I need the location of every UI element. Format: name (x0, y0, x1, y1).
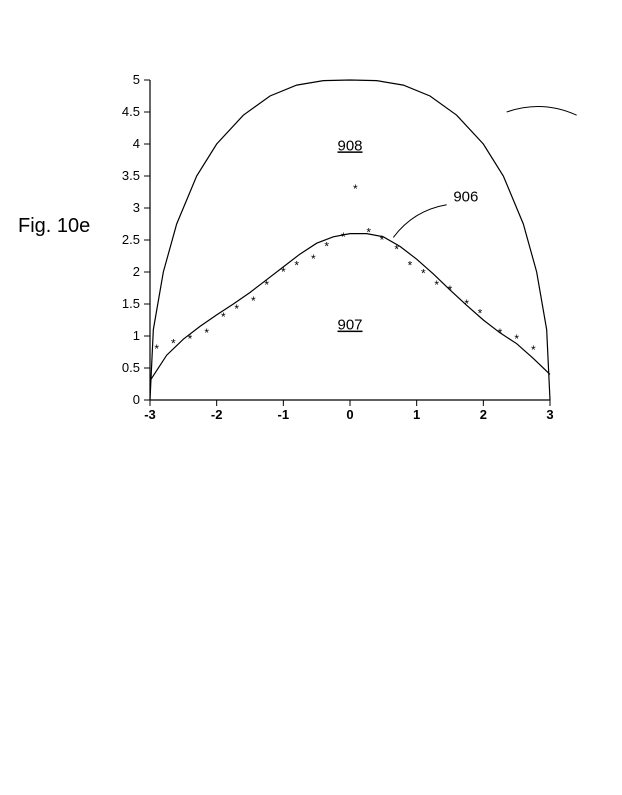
y-tick-label: 0.5 (122, 360, 140, 375)
x-tick-label: 3 (546, 407, 553, 422)
x-tick-label: -2 (211, 407, 223, 422)
y-tick-label: 3 (133, 200, 140, 215)
label-908: 908 (337, 137, 362, 154)
scatter-point: * (498, 326, 503, 340)
y-tick-label: 4.5 (122, 104, 140, 119)
y-tick-label: 3.5 (122, 168, 140, 183)
y-tick-label: 1.5 (122, 296, 140, 311)
scatter-point: * (434, 278, 439, 292)
scatter-point: * (188, 332, 193, 346)
x-tick-label: 1 (413, 407, 420, 422)
scatter-point: * (421, 266, 426, 280)
scatter-point: * (464, 297, 469, 311)
scatter-point: * (380, 233, 385, 247)
scatter-point: * (353, 182, 358, 196)
chart: -3 -2 -1 0 1 2 3 0 0.5 1 1.5 2 2.5 3 3.5 4 4.5 5 * * * * * * * * *… (110, 70, 580, 430)
scatter-point: * (394, 243, 399, 257)
y-tick-label: 2.5 (122, 232, 140, 247)
leader-906 (393, 205, 446, 238)
x-tick-label: -3 (144, 407, 156, 422)
scatter-point: * (171, 337, 176, 351)
y-tick-label: 0 (133, 392, 140, 407)
scatter-point: * (281, 265, 286, 279)
y-tick-label: 5 (133, 72, 140, 87)
scatter-point: * (366, 225, 371, 239)
y-tick-label: 4 (133, 136, 140, 151)
scatter-point: * (251, 294, 256, 308)
scatter-point: * (448, 283, 453, 297)
y-tick-label: 1 (133, 328, 140, 343)
scatter-point: * (341, 230, 346, 244)
scatter-point: * (154, 342, 159, 356)
leader-205 (507, 107, 577, 116)
scatter-point: * (324, 239, 329, 253)
scatter-point: * (221, 310, 226, 324)
figure-label: Fig. 10e (18, 215, 90, 238)
scatter-point: * (531, 343, 536, 357)
x-tick-label: -1 (278, 407, 290, 422)
scatter-point: * (264, 278, 269, 292)
x-tick-label: 2 (480, 407, 487, 422)
label-906: 906 (453, 189, 478, 206)
scatter-point: * (234, 302, 239, 316)
x-tick-label: 0 (346, 407, 353, 422)
scatter-point: * (294, 259, 299, 273)
scatter-point: * (408, 259, 413, 273)
scatter-point: * (478, 307, 483, 321)
scatter-point: * (311, 252, 316, 266)
label-907: 907 (337, 317, 362, 334)
outer-curve-205 (150, 80, 550, 400)
y-tick-label: 2 (133, 264, 140, 279)
scatter-point: * (514, 332, 519, 346)
scatter-point: * (204, 326, 209, 340)
inner-curve-906 (150, 234, 550, 381)
